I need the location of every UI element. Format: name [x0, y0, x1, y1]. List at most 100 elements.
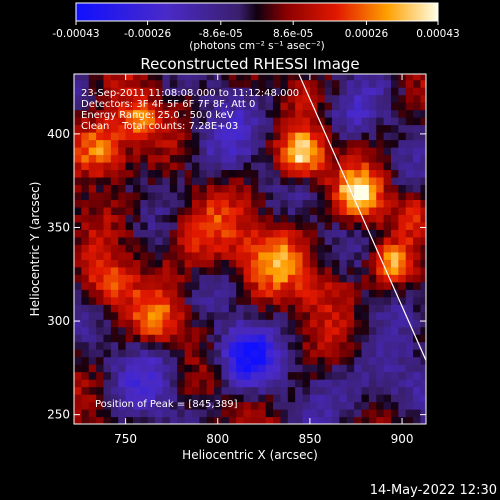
heatmap-cell — [280, 304, 289, 313]
heatmap-cell — [243, 102, 252, 111]
heatmap-cell — [376, 379, 385, 388]
heatmap-cell — [295, 236, 304, 245]
heatmap-cell — [280, 214, 289, 223]
heatmap-cell — [96, 386, 105, 395]
heatmap-cell — [118, 266, 127, 275]
heatmap-cell — [184, 221, 193, 230]
heatmap-cell — [295, 289, 304, 298]
heatmap-cell — [236, 334, 245, 343]
heatmap-cell — [155, 281, 164, 290]
heatmap-cell — [74, 281, 82, 290]
heatmap-cell — [413, 401, 422, 410]
heatmap-cell — [324, 169, 333, 178]
heatmap-cell — [368, 251, 377, 260]
heatmap-cell — [214, 191, 223, 200]
heatmap-cell — [368, 176, 377, 186]
heatmap-cell — [103, 304, 112, 313]
heatmap-cell — [398, 184, 407, 193]
heatmap-cell — [147, 266, 156, 275]
heatmap-cell — [228, 334, 237, 343]
heatmap-cell — [339, 229, 348, 238]
heatmap-cell — [88, 371, 97, 380]
heatmap-cell — [191, 161, 200, 171]
heatmap-cell — [258, 289, 267, 298]
heatmap-cell — [74, 356, 82, 365]
heatmap-cell — [118, 169, 127, 178]
heatmap-cell — [376, 401, 385, 410]
heatmap-cell — [324, 356, 333, 365]
heatmap-cell — [265, 176, 274, 186]
x-tick-label: 800 — [206, 432, 229, 446]
heatmap-cell — [81, 87, 90, 96]
heatmap-cell — [96, 236, 105, 245]
heatmap-cell — [420, 311, 426, 320]
heatmap-cell — [346, 214, 355, 223]
heatmap-cell — [405, 214, 414, 223]
heatmap-cell — [295, 334, 304, 343]
heatmap-cell — [332, 401, 340, 410]
heatmap-cell — [317, 304, 326, 313]
heatmap-cell — [317, 117, 326, 126]
heatmap-cell — [295, 229, 304, 238]
heatmap-cell — [383, 221, 392, 230]
colorbar-tick-label: 8.6e-05 — [273, 28, 313, 40]
heatmap-cell — [132, 259, 141, 268]
heatmap-cell — [413, 326, 422, 335]
heatmap-cell — [140, 139, 149, 148]
heatmap-cell — [265, 289, 274, 298]
heatmap-cell — [81, 334, 90, 343]
heatmap-cell — [177, 401, 186, 410]
heatmap-cell — [155, 102, 164, 111]
heatmap-cell — [420, 146, 426, 156]
heatmap-cell — [346, 289, 355, 298]
heatmap-cell — [125, 416, 134, 424]
heatmap-cell — [302, 274, 311, 283]
heatmap-cell — [74, 244, 82, 253]
heatmap-cell — [273, 79, 282, 88]
heatmap-cell — [236, 102, 245, 111]
heatmap-cell — [88, 191, 97, 200]
heatmap-cell — [309, 124, 318, 133]
heatmap-cell — [295, 341, 304, 350]
heatmap-cell — [184, 341, 193, 350]
heatmap-cell — [265, 132, 274, 141]
heatmap-cell — [243, 117, 252, 126]
heatmap-cell — [221, 409, 230, 418]
heatmap-cell — [103, 341, 112, 350]
heatmap-cell — [420, 199, 426, 208]
heatmap-cell — [88, 74, 97, 81]
heatmap-cell — [118, 146, 127, 156]
heatmap-cell — [147, 132, 156, 141]
heatmap-cell — [118, 281, 127, 290]
heatmap-cell — [332, 102, 340, 111]
heatmap-cell — [295, 386, 304, 395]
heatmap-cell — [96, 139, 105, 148]
heatmap-cell — [368, 304, 377, 313]
heatmap-cell — [273, 132, 282, 141]
heatmap-cell — [147, 394, 156, 403]
heatmap-cell — [398, 364, 407, 373]
heatmap-cell — [206, 266, 215, 275]
heatmap-cell — [280, 74, 289, 81]
heatmap-cell — [199, 124, 208, 133]
heatmap-cell — [317, 356, 326, 365]
heatmap-cell — [383, 349, 392, 358]
heatmap-cell — [265, 154, 274, 163]
x-axis-ticks: 750 800 850 900 — [114, 74, 413, 446]
heatmap-cell — [243, 214, 252, 223]
heatmap-cell — [118, 139, 127, 148]
heatmap-cell — [354, 244, 363, 253]
heatmap-cell — [221, 251, 230, 260]
heatmap-cell — [324, 409, 333, 418]
heatmap-cell — [140, 199, 149, 208]
heatmap-cell — [191, 274, 200, 283]
heatmap-cell — [147, 94, 156, 103]
heatmap-cell — [184, 244, 193, 253]
heatmap-cell — [309, 191, 318, 200]
heatmap-cell — [390, 356, 399, 365]
heatmap-cell — [339, 87, 348, 96]
heatmap-cell — [361, 236, 370, 245]
heatmap-cell — [132, 289, 141, 298]
heatmap-cell — [96, 274, 105, 283]
heatmap-cell — [155, 236, 164, 245]
